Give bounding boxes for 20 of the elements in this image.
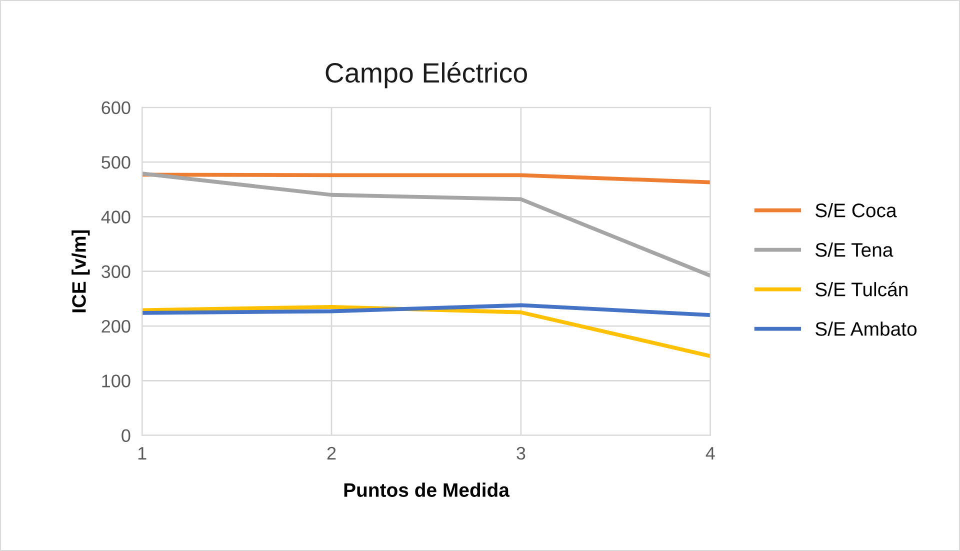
y-tick-label: 400 [101, 210, 130, 224]
legend-label: S/E Ambato [816, 322, 917, 336]
chart-title: Campo Eléctrico [326, 62, 527, 88]
y-tick-label: 300 [102, 265, 130, 278]
x-tick-label: 4 [706, 447, 715, 460]
x-axis-title: Puntos de Medida [344, 482, 510, 497]
y-tick-label: 200 [102, 320, 130, 333]
y-axis-title: ICE [v/m] [72, 230, 90, 312]
y-tick-label: 100 [102, 374, 130, 388]
legend-label: S/E Tena [816, 242, 894, 257]
legend-label: S/E Coca [816, 203, 897, 218]
y-tick-label: 600 [102, 101, 130, 114]
x-tick-label: 3 [516, 446, 526, 460]
y-tick-label: 0 [122, 429, 130, 442]
line-series [142, 172, 710, 278]
y-tick-label: 500 [102, 156, 130, 169]
line-series [142, 303, 710, 318]
x-tick-label: 1 [138, 447, 146, 460]
legend-label: S/E Tulcán [816, 282, 908, 296]
x-tick-label: 2 [327, 446, 336, 460]
